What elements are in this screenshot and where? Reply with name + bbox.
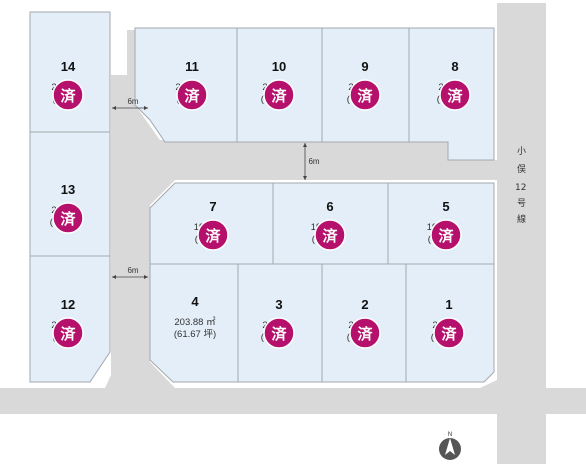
road-width-upper: 6m	[112, 97, 148, 110]
lot-number: 11	[185, 59, 199, 74]
street-char-4: 号	[517, 198, 526, 209]
lot-area: 19	[427, 222, 438, 233]
lot-number: 5	[442, 199, 449, 214]
lot-label-9: 92(6済	[347, 59, 381, 111]
sold-mark: 済	[205, 227, 221, 245]
lot-number: 12	[61, 297, 75, 312]
sold-badge	[52, 317, 84, 349]
lot-label-7: 719(6済	[194, 199, 229, 251]
lot-area: 19	[194, 222, 205, 233]
lot-area: 2	[51, 205, 56, 216]
sold-badge	[176, 79, 208, 111]
sold-badge	[52, 79, 84, 111]
lot-labels: 142(済112(済102(6済92(6済82(6済132(6済719(6済61…	[50, 59, 471, 349]
sold-badge	[263, 317, 295, 349]
lot-label-2: 22(6済	[347, 297, 381, 349]
lot-number: 1	[445, 297, 452, 312]
road-width-center: 6m	[303, 143, 320, 180]
street-char-1: 小	[517, 146, 526, 157]
sold-mark: 済	[357, 325, 373, 343]
lot-label-4: 4 203.88 ㎡(61.67 坪)	[174, 294, 216, 340]
lot-area: 2	[348, 82, 353, 93]
street-name: 小 俣 12 号 線	[515, 146, 526, 225]
lot-tsubo: (61.67 坪)	[174, 328, 216, 340]
sold-badge	[197, 219, 229, 251]
lot-area: 2	[262, 82, 267, 93]
sold-badge	[439, 79, 471, 111]
sold-mark: 済	[60, 210, 76, 228]
sold-badge	[349, 317, 381, 349]
lot-number: 4	[191, 294, 199, 309]
sold-mark: 済	[184, 87, 200, 105]
lot-number: 13	[61, 182, 75, 197]
lot-area: 2	[438, 82, 443, 93]
internal-road	[105, 30, 497, 388]
lot-label-6: 619(6済	[311, 199, 346, 251]
lot-area: 2	[51, 320, 56, 331]
sold-mark: 済	[438, 227, 454, 245]
sold-badge	[52, 202, 84, 234]
sold-badge	[430, 219, 462, 251]
sold-mark: 済	[271, 87, 287, 105]
sold-badge	[349, 79, 381, 111]
sold-badge	[433, 317, 465, 349]
lot-number: 9	[361, 59, 368, 74]
lot-number: 3	[275, 297, 282, 312]
sold-badge	[263, 79, 295, 111]
lot-label-10: 102(6済	[261, 59, 295, 111]
sold-mark: 済	[447, 87, 463, 105]
lot-label-3: 32(6済	[261, 297, 295, 349]
lot-area: 2	[432, 320, 437, 331]
sold-badge	[314, 219, 346, 251]
lot-number: 7	[209, 199, 216, 214]
street-char-3: 12	[515, 183, 526, 193]
sold-mark: 済	[271, 325, 287, 343]
sold-mark: 済	[357, 87, 373, 105]
lot-number: 6	[326, 199, 333, 214]
lot-label-5: 519(5済	[427, 199, 462, 251]
road-width-lower: 6m	[112, 266, 148, 279]
street-koma-12	[480, 3, 586, 464]
sold-mark: 済	[60, 325, 76, 343]
sold-mark: 済	[441, 325, 457, 343]
lot-label-8: 82(6済	[437, 59, 471, 111]
north-label: N	[448, 432, 452, 438]
street-char-5: 線	[517, 213, 526, 225]
lot-label-12: 122(済	[51, 297, 84, 349]
lot-number: 8	[451, 59, 458, 74]
road-width-lower-label: 6m	[127, 266, 138, 275]
lot-label-13: 132(6済	[50, 182, 84, 234]
sold-mark: 済	[60, 87, 76, 105]
lot-area: 2	[262, 320, 267, 331]
lot-area: 2	[175, 82, 180, 93]
lot-area: 19	[311, 222, 322, 233]
lot-4[interactable]	[149, 263, 239, 383]
lot-label-1: 12(6済	[431, 297, 465, 349]
north-arrow: N	[439, 432, 461, 460]
lot-number: 10	[272, 59, 286, 74]
lot-number: 2	[361, 297, 368, 312]
lot-area: 2	[348, 320, 353, 331]
lot-number: 14	[61, 59, 76, 74]
lot-area: 203.88 ㎡	[174, 317, 216, 328]
lot-label-14: 142(済	[51, 59, 84, 111]
lot-area: 2	[51, 82, 56, 93]
street-char-2: 俣	[517, 163, 526, 175]
sold-mark: 済	[322, 227, 338, 245]
lot-label-11: 112(済	[175, 59, 208, 111]
road-width-upper-label: 6m	[127, 97, 138, 106]
road-width-center-label: 6m	[308, 157, 319, 166]
